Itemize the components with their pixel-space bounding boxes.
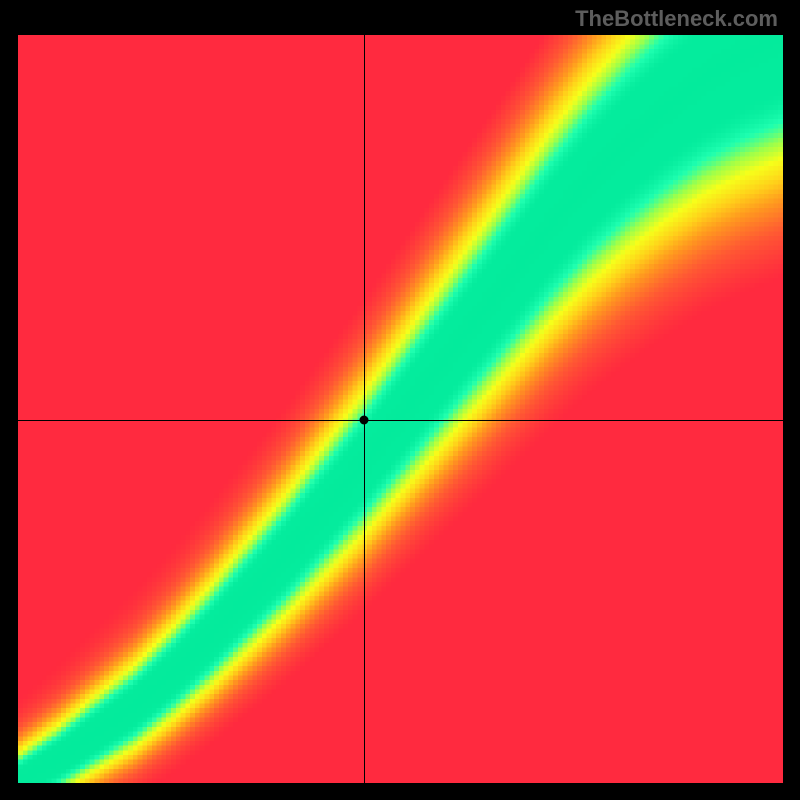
crosshair-dot — [359, 416, 368, 425]
plot-area — [18, 35, 783, 783]
crosshair-vertical — [364, 35, 365, 783]
heatmap-canvas — [18, 35, 783, 783]
crosshair-horizontal — [18, 420, 783, 421]
watermark-text: TheBottleneck.com — [575, 6, 778, 32]
figure-root: TheBottleneck.com — [0, 0, 800, 800]
